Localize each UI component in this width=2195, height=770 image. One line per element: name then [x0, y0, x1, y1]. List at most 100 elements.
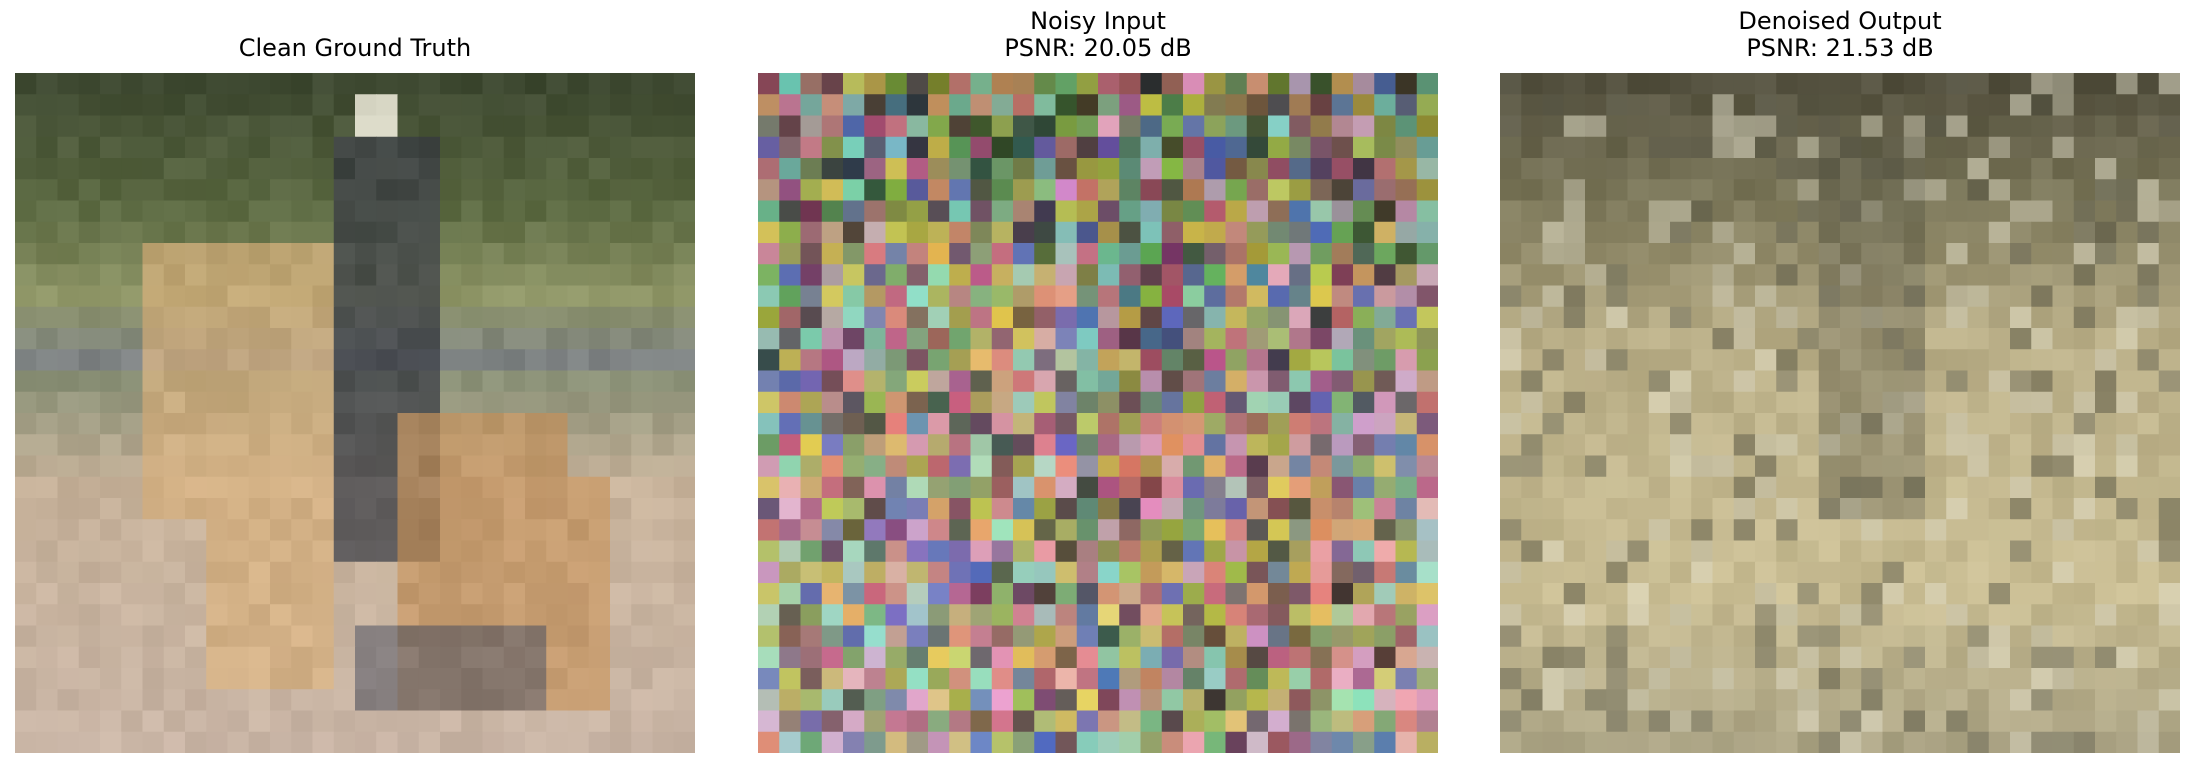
clean-pixel: [100, 604, 122, 627]
noisy-pixel: [949, 179, 972, 202]
noisy-pixel: [970, 646, 993, 669]
noisy-pixel: [779, 158, 802, 180]
clean-pixel: [36, 710, 59, 733]
noisy-pixel: [1119, 158, 1142, 180]
noisy-pixel: [1353, 221, 1375, 244]
noisy-pixel: [1013, 200, 1035, 223]
noisy-pixel: [1055, 668, 1078, 690]
clean-pixel: [610, 158, 632, 180]
denoised-pixel: [2095, 434, 2117, 457]
clean-pixel: [15, 349, 37, 372]
noisy-pixel: [1140, 391, 1163, 414]
clean-pixel: [546, 476, 569, 499]
denoised-pixel: [1670, 455, 1692, 478]
denoised-pixel: [1521, 625, 1544, 648]
denoised-pixel: [1946, 370, 1969, 393]
clean-pixel: [312, 583, 335, 605]
denoised-pixel: [1776, 498, 1799, 520]
clean-pixel: [440, 625, 462, 648]
clean-pixel: [610, 498, 632, 520]
denoised-pixel: [1563, 646, 1586, 669]
noisy-pixel: [779, 73, 802, 95]
clean-pixel: [610, 179, 632, 202]
panel-title: Clean Ground Truth: [15, 8, 695, 68]
clean-pixel: [567, 306, 590, 329]
denoised-pixel: [1733, 498, 1756, 520]
clean-pixel: [333, 583, 356, 605]
noisy-pixel: [885, 243, 908, 265]
denoised-pixel: [2052, 413, 2075, 435]
clean-pixel: [546, 668, 569, 690]
denoised-pixel: [1797, 498, 1820, 520]
noisy-pixel: [970, 434, 993, 457]
clean-pixel: [121, 94, 144, 117]
denoised-pixel: [1925, 243, 1947, 265]
noisy-pixel: [1246, 434, 1269, 457]
clean-pixel: [482, 221, 505, 244]
clean-pixel: [227, 540, 250, 563]
clean-pixel: [312, 306, 335, 329]
denoised-pixel: [1988, 200, 2011, 223]
denoised-pixel: [1946, 306, 1969, 329]
noisy-pixel: [843, 73, 865, 95]
denoised-pixel: [1818, 370, 1841, 393]
noisy-pixel: [906, 349, 929, 372]
denoised-pixel: [1563, 455, 1586, 478]
noisy-pixel: [758, 668, 780, 690]
denoised-pixel: [1585, 625, 1607, 648]
denoised-pixel: [2031, 646, 2054, 669]
denoised-pixel: [1903, 604, 1926, 627]
noisy-pixel: [1119, 540, 1142, 563]
clean-pixel: [652, 243, 675, 265]
noisy-pixel: [1225, 158, 1248, 180]
clean-pixel: [503, 731, 526, 753]
denoised-pixel: [2095, 285, 2117, 308]
denoised-pixel: [1691, 94, 1714, 117]
denoised-pixel: [1946, 625, 1969, 648]
clean-pixel: [418, 540, 441, 563]
clean-pixel: [503, 646, 526, 669]
clean-pixel: [185, 391, 207, 414]
noisy-pixel: [1183, 413, 1205, 435]
denoised-pixel: [2158, 243, 2180, 265]
noisy-pixel: [1098, 455, 1120, 478]
denoised-pixel: [2095, 476, 2117, 499]
noisy-pixel: [1225, 689, 1248, 712]
denoised-pixel: [1606, 710, 1629, 733]
denoised-pixel: [1606, 583, 1629, 605]
denoised-pixel: [1988, 243, 2011, 265]
noisy-pixel: [1246, 115, 1269, 138]
clean-pixel: [248, 646, 271, 669]
denoised-pixel: [1733, 710, 1756, 733]
denoised-pixel: [2073, 625, 2096, 648]
noisy-pixel: [1289, 604, 1312, 627]
denoised-pixel: [1542, 221, 1565, 244]
noisy-pixel: [1076, 668, 1099, 690]
denoised-pixel: [2031, 243, 2054, 265]
clean-pixel: [291, 689, 314, 712]
clean-pixel: [588, 73, 611, 95]
denoised-pixel: [1606, 306, 1629, 329]
clean-pixel: [482, 689, 505, 712]
denoised-pixel: [1691, 200, 1714, 223]
clean-pixel: [567, 455, 590, 478]
clean-pixel: [546, 583, 569, 605]
denoised-pixel: [1585, 115, 1607, 138]
denoised-pixel: [1648, 540, 1671, 563]
clean-pixel: [673, 221, 695, 244]
clean-pixel: [652, 179, 675, 202]
denoised-pixel: [1563, 540, 1586, 563]
clean-pixel: [248, 285, 271, 308]
noisy-pixel: [1416, 73, 1438, 95]
noisy-pixel: [1119, 179, 1142, 202]
noisy-pixel: [906, 306, 929, 329]
clean-pixel: [418, 73, 441, 95]
clean-pixel: [525, 519, 547, 542]
denoised-pixel: [1542, 370, 1565, 393]
clean-pixel: [270, 625, 292, 648]
clean-pixel: [567, 370, 590, 393]
denoised-pixel: [2095, 455, 2117, 478]
denoised-pixel: [1755, 668, 1777, 690]
clean-pixel: [248, 434, 271, 457]
denoised-pixel: [2073, 73, 2096, 95]
